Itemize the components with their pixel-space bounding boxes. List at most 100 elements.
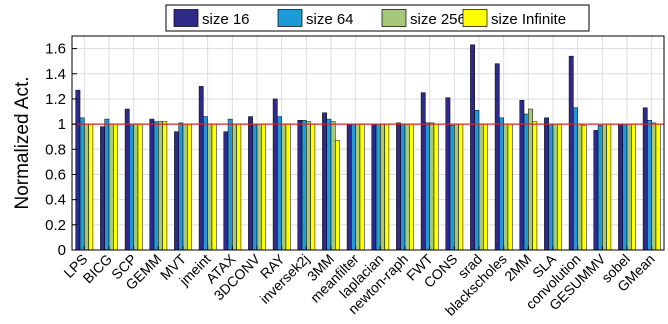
- bar: [256, 123, 262, 251]
- y-axis-label: Normalized Act.: [12, 76, 33, 209]
- bar: [158, 121, 163, 251]
- bar: [187, 123, 192, 251]
- bar: [651, 122, 657, 251]
- bar: [137, 123, 143, 251]
- bar: [306, 121, 311, 251]
- bar: [297, 120, 303, 251]
- y-tick-label: 1: [58, 116, 66, 133]
- x-category-label: 2MM: [501, 251, 534, 284]
- bar: [581, 125, 587, 251]
- bar: [655, 123, 661, 251]
- x-axis-category-labels: LPSBICGSCPGEMMMVTjmeintATAX3DCONVRAYinve…: [60, 246, 658, 319]
- bar: [113, 123, 118, 251]
- legend-label: size 16: [202, 11, 250, 28]
- legend-swatch: [381, 9, 407, 27]
- bar: [178, 122, 184, 251]
- bar: [153, 121, 159, 251]
- bar: [606, 123, 612, 251]
- bar: [507, 123, 513, 251]
- bar: [88, 123, 94, 251]
- bar: [79, 117, 85, 251]
- bar: [548, 123, 554, 251]
- bar: [597, 125, 603, 251]
- y-tick-label: 1.2: [45, 91, 66, 108]
- bar: [149, 118, 155, 251]
- legend-label: size 64: [306, 11, 354, 28]
- bar: [198, 86, 204, 251]
- bar: [84, 123, 89, 251]
- bar: [425, 122, 430, 251]
- bar: [478, 123, 484, 251]
- bar: [359, 123, 365, 251]
- bar: [454, 123, 459, 251]
- bar: [335, 140, 340, 251]
- y-tick-label: 0.6: [45, 166, 66, 183]
- bar: [129, 123, 134, 251]
- bar: [573, 107, 578, 251]
- bar: [371, 123, 377, 251]
- bar: [207, 123, 213, 251]
- bar: [174, 131, 179, 251]
- bar: [211, 123, 217, 251]
- bar: [631, 123, 636, 251]
- bar: [433, 123, 439, 251]
- bar: [396, 122, 401, 251]
- bar: [236, 123, 242, 251]
- bar: [593, 130, 599, 251]
- bar: [380, 123, 385, 251]
- y-axis-ticks: 0 0.2 0.4 0.6 0.8 1 1.2 1.4 1.6: [45, 41, 77, 259]
- bar: [544, 117, 549, 251]
- bar: [404, 123, 410, 251]
- bar: [124, 108, 130, 251]
- bar: [351, 123, 356, 251]
- y-tick-label: 0.8: [45, 141, 66, 158]
- bar: [429, 122, 435, 251]
- bar: [203, 116, 208, 251]
- bar: [252, 123, 258, 251]
- bar: [182, 123, 188, 251]
- y-tick-label: 0: [58, 242, 66, 259]
- bar: [420, 92, 426, 251]
- y-tick-label: 0.2: [45, 217, 66, 234]
- bar: [355, 123, 361, 251]
- legend-swatch: [277, 9, 303, 27]
- bar: [75, 89, 81, 251]
- bar: [330, 121, 336, 251]
- bar: [642, 107, 648, 251]
- bar: [133, 123, 139, 251]
- bar: [375, 123, 381, 251]
- bar: [647, 120, 652, 251]
- legend-label: size 256: [410, 11, 466, 28]
- bar: [503, 123, 509, 251]
- bar: [232, 123, 237, 251]
- bar: [346, 123, 352, 251]
- bar: [483, 123, 488, 251]
- bar: [104, 118, 110, 251]
- bar: [227, 118, 233, 251]
- legend: size 16 size 64 size 256 size Infinite: [165, 4, 590, 32]
- bar: [248, 116, 253, 251]
- bar: [409, 123, 414, 251]
- bar: [577, 123, 583, 251]
- bars: [75, 44, 661, 251]
- y-tick-label: 1.6: [45, 41, 66, 58]
- legend-label: size Infinite: [491, 11, 566, 28]
- bar: [474, 110, 480, 251]
- bar: [494, 63, 500, 251]
- bar: [552, 123, 558, 251]
- bar: [557, 123, 562, 251]
- bar: [285, 123, 291, 251]
- bar: [310, 123, 316, 251]
- bar: [261, 123, 266, 251]
- bar: [384, 123, 390, 251]
- bar: [499, 117, 504, 251]
- bar: [326, 118, 332, 251]
- y-tick-label: 0.4: [45, 192, 66, 209]
- bar: [470, 44, 475, 251]
- bar: [108, 123, 114, 251]
- bar: [602, 123, 607, 251]
- bar: [622, 123, 628, 251]
- bar: [223, 131, 229, 251]
- bar: [400, 123, 406, 251]
